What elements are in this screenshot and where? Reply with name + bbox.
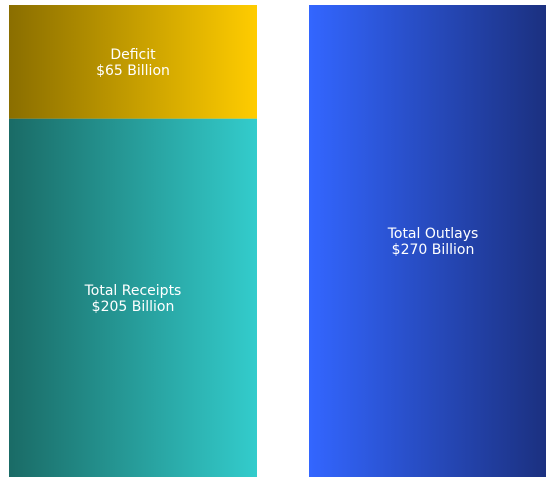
- bar-label-1-0: Total Outlays $270 Billion: [387, 226, 479, 258]
- bar-label-0-1: Deficit $65 Billion: [96, 47, 170, 79]
- bar-label-line1: Total Outlays: [387, 226, 479, 242]
- bar-label-line2: $205 Billion: [92, 299, 175, 315]
- bars-group: Total Receipts $205 Billion Deficit $65 Bil…: [9, 5, 546, 477]
- bar-label-line2: $270 Billion: [392, 242, 475, 258]
- bar-segment-0-0: [9, 118, 257, 477]
- bar-label-line1: Deficit: [110, 47, 156, 63]
- bar-label-0-0: Total Receipts $205 Billion: [84, 283, 182, 315]
- bar-segment-0-1: [9, 5, 257, 119]
- bar-label-line1: Total Receipts: [84, 283, 182, 299]
- bar-label-line2: $65 Billion: [96, 63, 170, 79]
- bar-segment-1-0: [309, 5, 546, 477]
